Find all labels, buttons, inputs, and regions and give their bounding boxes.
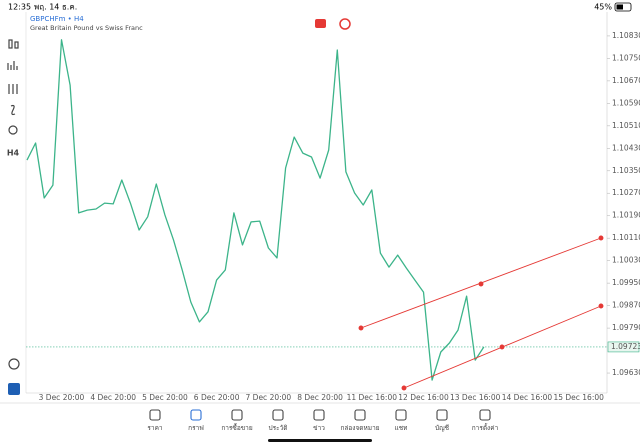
channel-point[interactable]	[478, 281, 484, 287]
nav-label[interactable]: แชท	[395, 424, 408, 432]
y-tick-label: 1.10750	[612, 53, 640, 62]
current-price-box	[607, 341, 640, 353]
nav-label[interactable]: การซื้อขาย	[221, 423, 252, 432]
x-tick-label: 6 Dec 20:00	[194, 393, 240, 402]
status-battery: 45%	[594, 3, 612, 12]
nav-label[interactable]: กราฟ	[188, 424, 204, 432]
nav-label[interactable]: การตั้งค่า	[472, 423, 499, 432]
tool-crosshair[interactable]	[8, 358, 20, 370]
nav-icon[interactable]	[354, 409, 366, 421]
tool-settings[interactable]	[8, 84, 18, 94]
channel-point[interactable]	[598, 235, 604, 241]
y-tick-label: 1.10590	[612, 98, 640, 107]
y-tick-label: 1.10510	[612, 121, 640, 130]
x-tick-label: 4 Dec 20:00	[90, 393, 136, 402]
tool-function[interactable]	[10, 104, 16, 116]
tool-timeframe[interactable]: H4	[7, 149, 20, 158]
x-tick-label: 3 Dec 20:00	[39, 393, 85, 402]
x-tick-label: 13 Dec 16:00	[450, 393, 501, 402]
current-price-label: 1.09723	[611, 342, 640, 351]
y-tick-label: 1.09630	[612, 368, 640, 377]
nav-label[interactable]: ข่าว	[313, 424, 325, 432]
nav-icon[interactable]	[272, 409, 284, 421]
channel-point[interactable]	[598, 303, 604, 309]
tool-candles[interactable]	[8, 39, 13, 49]
x-tick-label: 12 Dec 16:00	[398, 393, 449, 402]
nav-icon[interactable]	[149, 409, 161, 421]
nav-label[interactable]: ราคา	[147, 424, 162, 432]
home-indicator	[268, 439, 372, 442]
x-tick-label: 8 Dec 20:00	[297, 393, 343, 402]
nav-icon[interactable]	[436, 409, 448, 421]
y-tick-label: 1.10670	[612, 76, 640, 85]
y-tick-label: 1.10030	[612, 256, 640, 265]
tool-objects[interactable]	[8, 125, 18, 135]
status-date: พฤ. 14 ธ.ค.	[34, 3, 77, 12]
y-tick-label: 1.10350	[612, 166, 640, 175]
y-tick-label: 1.10270	[612, 188, 640, 197]
status-time: 12:35	[8, 3, 31, 12]
channel-point[interactable]	[499, 344, 505, 350]
battery-icon	[614, 2, 632, 12]
y-tick-label: 1.10190	[612, 211, 640, 220]
battery-level	[616, 4, 623, 10]
x-tick-label: 14 Dec 16:00	[502, 393, 553, 402]
y-tick-label: 1.10430	[612, 143, 640, 152]
symbol-ticker[interactable]: GBPCHFm • H4	[30, 15, 84, 23]
symbol-description: Great Britain Pound vs Swiss Franc	[30, 24, 143, 32]
nav-icon[interactable]	[313, 409, 325, 421]
nav-icon[interactable]	[479, 409, 491, 421]
x-tick-label: 7 Dec 20:00	[246, 393, 292, 402]
channel-point[interactable]	[401, 385, 407, 391]
one-click-icon[interactable]	[315, 19, 326, 28]
y-tick-label: 1.09790	[612, 323, 640, 332]
x-tick-label: 15 Dec 16:00	[553, 393, 604, 402]
price-line	[26, 39, 485, 381]
app-icon[interactable]	[8, 383, 20, 395]
y-tick-label: 1.10110	[612, 233, 640, 242]
nav-label[interactable]: กล่องจดหมาย	[340, 424, 379, 432]
nav-icon[interactable]	[190, 409, 202, 421]
nav-icon[interactable]	[231, 409, 243, 421]
y-tick-label: 1.09950	[612, 278, 640, 287]
x-tick-label: 5 Dec 20:00	[142, 393, 188, 402]
x-tick-label: 11 Dec 16:00	[347, 393, 398, 402]
tool-candles-2[interactable]	[14, 41, 19, 49]
channel-point[interactable]	[358, 325, 364, 331]
nav-icon[interactable]	[395, 409, 407, 421]
y-tick-label: 1.09870	[612, 301, 640, 310]
y-tick-label: 1.10830	[612, 31, 640, 40]
nav-label[interactable]: บัญชี	[435, 424, 450, 432]
signal-icon[interactable]	[339, 18, 351, 30]
tool-indicators[interactable]	[7, 61, 18, 70]
nav-label[interactable]: ประวัติ	[269, 424, 288, 432]
